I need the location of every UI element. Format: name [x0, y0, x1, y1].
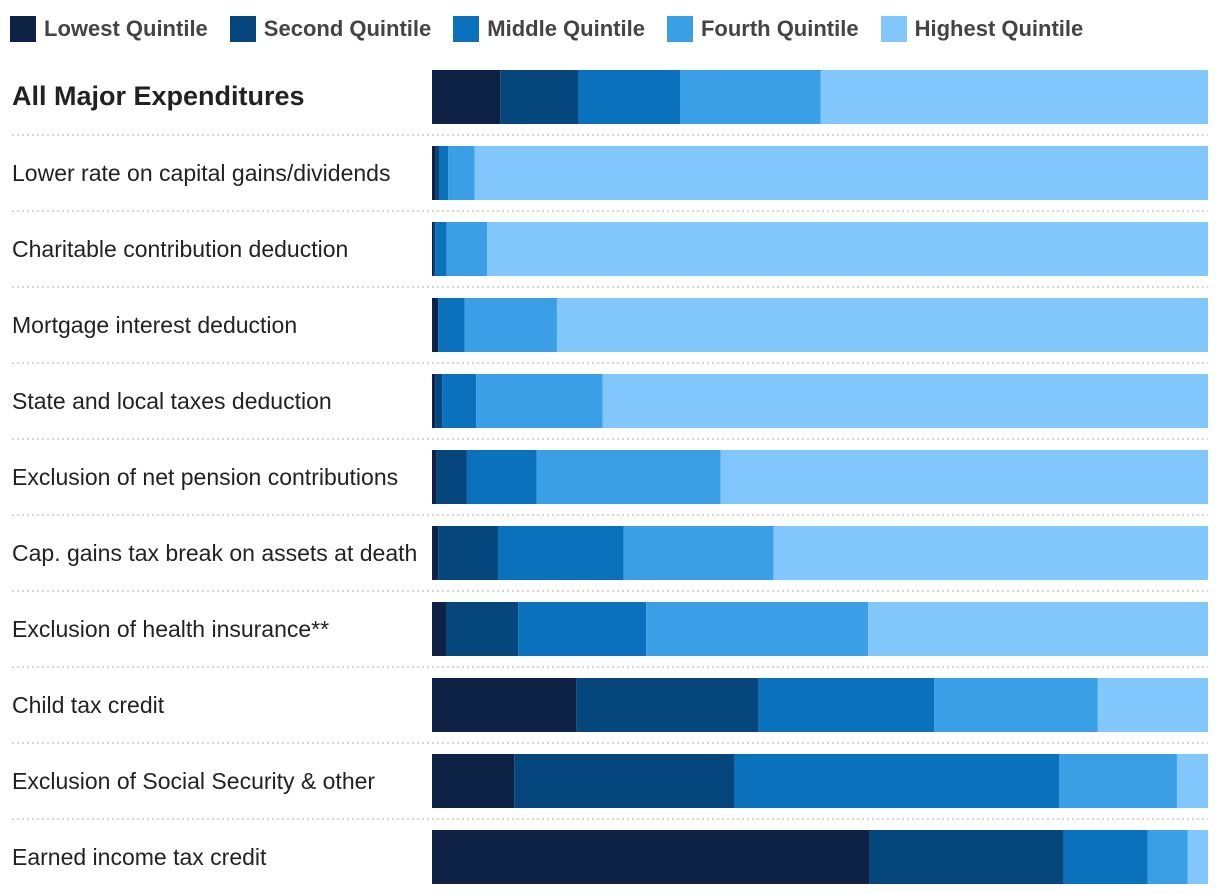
bar-segment-highest: [773, 526, 1208, 580]
category-label: Mortgage interest deduction: [12, 312, 297, 338]
bar-segment-second: [500, 70, 579, 124]
bar-segment-lowest: [432, 678, 577, 732]
bar-segment-middle: [497, 526, 624, 580]
bar-segment-highest: [820, 70, 1208, 124]
legend-label-fourth: Fourth Quintile: [700, 16, 859, 41]
legend-item-lowest: Lowest Quintile: [10, 16, 208, 42]
bar-segment-second: [438, 526, 498, 580]
bar-segment-lowest: [432, 222, 434, 276]
legend-label-highest: Highest Quintile: [914, 16, 1084, 41]
bar-segment-second: [869, 830, 1064, 884]
bar-segment-second: [445, 602, 519, 656]
bar-segment-lowest: [432, 298, 439, 352]
bar-segment-lowest: [432, 70, 501, 124]
bar-segment-fourth: [1147, 830, 1188, 884]
bar-segment-highest: [602, 374, 1208, 428]
legend-swatch-middle: [453, 16, 480, 42]
category-label: Exclusion of Social Security & other: [12, 768, 375, 794]
bar-segment-lowest: [432, 374, 436, 428]
bar-segment-middle: [734, 754, 1060, 808]
bar-segment-lowest: [432, 830, 870, 884]
bar-segment-lowest: [432, 602, 446, 656]
bar-segment-fourth: [448, 146, 475, 200]
bar-segment-middle: [466, 450, 537, 504]
legend-label-middle: Middle Quintile: [487, 16, 645, 41]
category-label: Cap. gains tax break on assets at death: [12, 540, 417, 566]
bar-segment-fourth: [680, 70, 821, 124]
bar-segment-fourth: [646, 602, 869, 656]
legend-label-second: Second Quintile: [263, 16, 432, 41]
bar-segment-highest: [720, 450, 1208, 504]
bar-segment-second: [433, 222, 436, 276]
category-label: Earned income tax credit: [12, 844, 267, 870]
bar-segment-lowest: [432, 146, 436, 200]
bar-segment-highest: [556, 298, 1208, 352]
bar-segment-second: [576, 678, 759, 732]
legend-label-lowest: Lowest Quintile: [44, 16, 208, 41]
legend-swatch-highest: [880, 16, 907, 42]
bar-segment-highest: [1176, 754, 1208, 808]
bar-segment-second: [435, 374, 443, 428]
bar-segment-middle: [518, 602, 647, 656]
category-label: Child tax credit: [12, 692, 165, 718]
legend-item-second: Second Quintile: [229, 16, 432, 42]
legend-swatch-second: [229, 16, 256, 42]
bar-segment-middle: [435, 222, 447, 276]
bar-segment-fourth: [536, 450, 721, 504]
bar-segment-lowest: [432, 526, 439, 580]
bar-segment-lowest: [432, 450, 437, 504]
bar-segment-middle: [1063, 830, 1148, 884]
bar-segment-highest: [1097, 678, 1208, 732]
bar-segment-middle: [442, 374, 477, 428]
legend: Lowest Quintile Second Quintile Middle Q…: [10, 12, 1105, 46]
bar-segment-second: [514, 754, 735, 808]
bar-segment-highest: [487, 222, 1209, 276]
category-label: State and local taxes deduction: [12, 388, 332, 414]
bar-segment-fourth: [446, 222, 488, 276]
bar-segment-fourth: [623, 526, 774, 580]
category-label: Exclusion of net pension contributions: [12, 464, 398, 490]
legend-swatch-lowest: [10, 16, 36, 42]
legend-item-middle: Middle Quintile: [453, 16, 645, 42]
bar-segment-highest: [1187, 830, 1208, 884]
bar-segment-lowest: [432, 754, 515, 808]
legend-swatch-fourth: [666, 16, 693, 42]
legend-item-highest: Highest Quintile: [880, 16, 1084, 42]
legend-item-fourth: Fourth Quintile: [666, 16, 859, 42]
bar-segment-fourth: [1059, 754, 1177, 808]
category-label: Lower rate on capital gains/dividends: [12, 160, 390, 186]
category-label: Charitable contribution deduction: [12, 236, 348, 262]
bar-segment-second: [436, 450, 467, 504]
bar-segment-fourth: [934, 678, 1098, 732]
bar-segment-fourth: [476, 374, 603, 428]
bar-segment-middle: [578, 70, 681, 124]
bar-segment-middle: [758, 678, 935, 732]
bar-segment-highest: [868, 602, 1208, 656]
bar-segment-highest: [474, 146, 1208, 200]
bar-segment-second: [435, 146, 440, 200]
category-label: All Major Expenditures: [12, 81, 305, 111]
bar-segment-middle: [439, 146, 449, 200]
category-label: Exclusion of health insurance**: [12, 616, 329, 642]
bar-segment-middle: [438, 298, 465, 352]
bar-segment-fourth: [464, 298, 557, 352]
